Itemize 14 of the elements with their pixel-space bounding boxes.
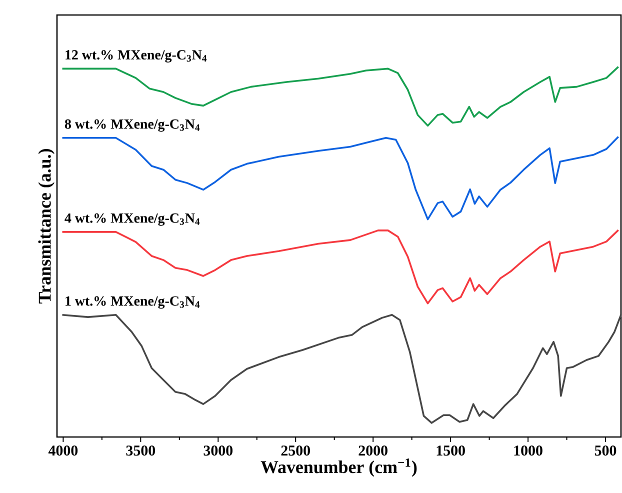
x-axis-title: Wavenumber (cm$^{−1}$) bbox=[260, 458, 417, 477]
x-tick-label: 1500 bbox=[436, 446, 465, 456]
x-tick-label: 1000 bbox=[514, 446, 542, 456]
x-tick-label: 2000 bbox=[358, 446, 388, 456]
y-axis-title: Transmittance (a.u.) bbox=[38, 149, 54, 304]
x-tick-label: 2500 bbox=[281, 446, 310, 456]
x-tick-label: 3500 bbox=[126, 446, 156, 456]
series-label: 8 wt.% MXene/g-C$_{3}$N$_{4}$ bbox=[64, 119, 200, 132]
series-label: 1 wt.% MXene/g-C$_{3}$N$_{4}$ bbox=[66, 296, 200, 309]
x-tick-label: 4000 bbox=[48, 446, 78, 456]
series-label: 4 wt.% MXene/g-C$_{3}$N$_{4}$ bbox=[64, 213, 200, 226]
x-tick-label: 500 bbox=[594, 446, 616, 456]
series-label: 12 wt.% MXene/g-C$_{3}$N$_{4}$ bbox=[66, 50, 207, 62]
x-tick-label: 3000 bbox=[204, 446, 233, 456]
